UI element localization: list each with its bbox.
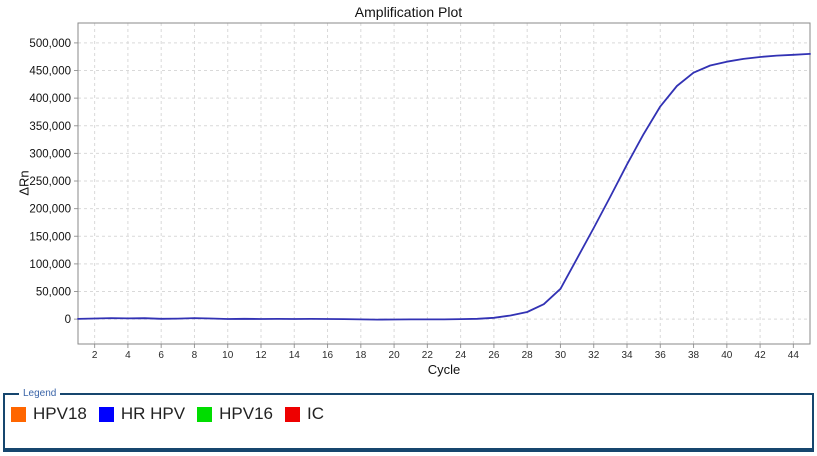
svg-text:100,000: 100,000 (29, 259, 71, 271)
svg-text:4: 4 (125, 350, 131, 361)
svg-text:200,000: 200,000 (29, 204, 71, 216)
svg-text:42: 42 (755, 350, 767, 361)
svg-text:38: 38 (688, 350, 700, 361)
svg-text:150,000: 150,000 (29, 231, 71, 243)
svg-text:0: 0 (65, 314, 71, 326)
svg-text:500,000: 500,000 (29, 38, 71, 50)
svg-text:22: 22 (422, 350, 434, 361)
svg-text:18: 18 (355, 350, 367, 361)
legend-item-hr-hpv: HR HPV (98, 404, 186, 424)
legend-items: HPV18 HR HPV HPV16 IC (11, 401, 806, 424)
legend-item-label: HR HPV (120, 404, 186, 423)
svg-text:12: 12 (255, 350, 267, 361)
svg-text:40: 40 (721, 350, 733, 361)
legend-item-label: HPV18 (33, 404, 87, 423)
svg-text:450,000: 450,000 (29, 66, 71, 78)
svg-text:6: 6 (158, 350, 164, 361)
svg-text:32: 32 (588, 350, 600, 361)
svg-text:350,000: 350,000 (29, 121, 71, 133)
plot-area: 2 4 6 8 10 12 14 16 18 20 22 24 26 28 30 32 34 36 38 40 42 44… (29, 22, 811, 361)
legend-box: Legend HPV18 HR HPV HPV16 IC (3, 388, 814, 452)
svg-text:30: 30 (555, 350, 567, 361)
legend-item-label: IC (306, 404, 324, 423)
svg-text:24: 24 (455, 350, 467, 361)
svg-text:16: 16 (322, 350, 334, 361)
svg-text:2: 2 (92, 350, 98, 361)
svg-text:300,000: 300,000 (29, 148, 71, 160)
legend-title: Legend (23, 388, 57, 399)
svg-text:26: 26 (488, 350, 500, 361)
hpv18-swatch-icon (11, 406, 26, 422)
svg-text:10: 10 (222, 350, 234, 361)
ic-swatch-icon (284, 406, 300, 422)
chart-title: Amplification Plot (354, 4, 463, 20)
svg-text:36: 36 (655, 350, 667, 361)
svg-text:8: 8 (192, 350, 198, 361)
svg-text:250,000: 250,000 (29, 176, 71, 188)
x-axis-label: Cycle (427, 362, 461, 377)
svg-text:14: 14 (289, 350, 301, 361)
legend-item-label: HPV16 (219, 404, 273, 423)
hpv16-swatch-icon (197, 406, 213, 422)
svg-text:28: 28 (522, 350, 534, 361)
hr-hpv-swatch-icon (98, 406, 114, 422)
legend-item-hpv18: HPV18 (11, 404, 87, 424)
svg-text:20: 20 (389, 350, 401, 361)
svg-text:34: 34 (621, 350, 633, 361)
svg-text:400,000: 400,000 (29, 93, 71, 105)
svg-text:44: 44 (788, 350, 800, 361)
svg-text:50,000: 50,000 (36, 287, 71, 299)
legend-item-ic: IC (284, 404, 324, 424)
legend-item-hpv16: HPV16 (197, 404, 273, 424)
